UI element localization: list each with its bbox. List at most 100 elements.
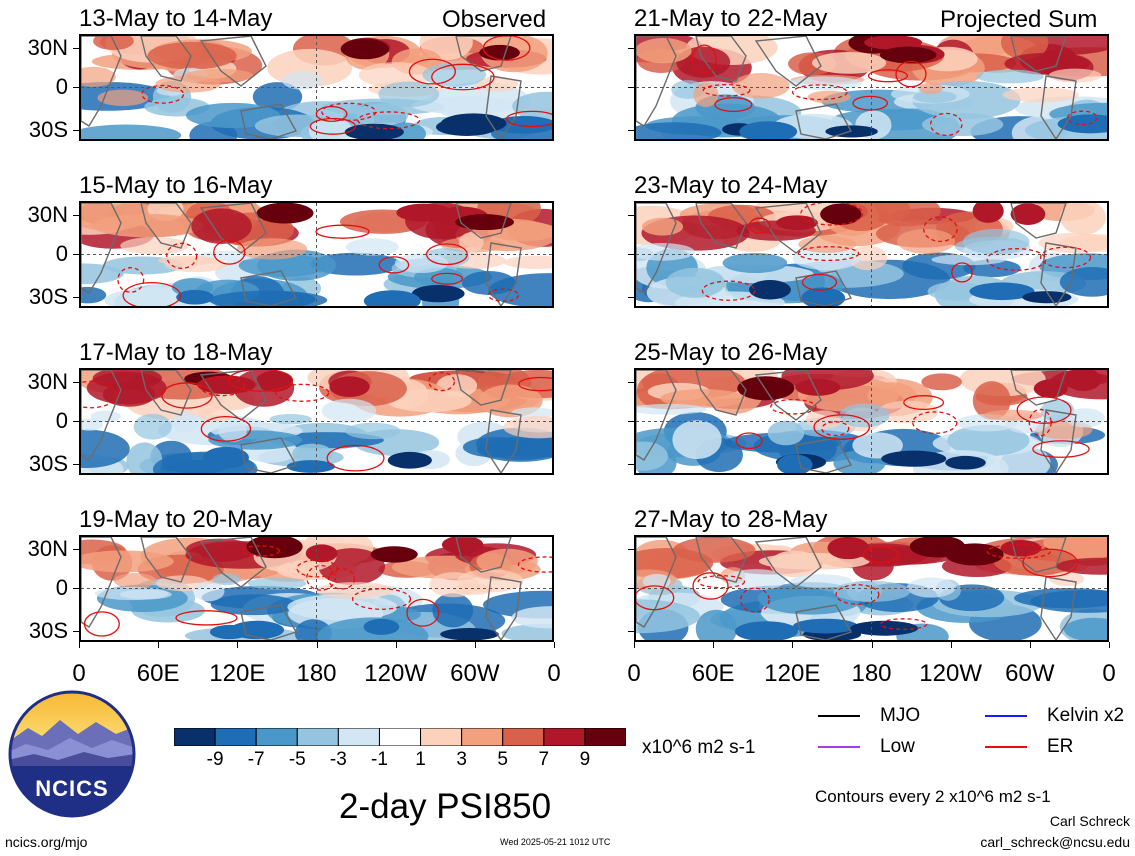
- x-tick-label: 60E: [691, 660, 735, 687]
- y-tick-label: 0: [55, 408, 68, 433]
- y-tick-label: 30N: [27, 35, 68, 60]
- map-panel: [79, 368, 554, 475]
- y-tick: [73, 421, 79, 422]
- y-tick-label: 30S: [28, 618, 68, 643]
- y-tick: [73, 130, 79, 131]
- y-tick: [73, 254, 79, 255]
- x-tick-label: 60W: [450, 660, 500, 687]
- colorbar-swatch: [543, 727, 586, 747]
- y-tick: [73, 48, 79, 49]
- y-tick: [628, 87, 634, 88]
- x-tick: [237, 642, 239, 648]
- colorbar-tick-label: -5: [288, 749, 306, 770]
- x-tick-label: 120W: [364, 660, 428, 687]
- y-tick: [73, 549, 79, 550]
- colorbar-tick-label: 1: [415, 749, 426, 770]
- map-panel: [634, 34, 1109, 141]
- x-tick: [1109, 642, 1110, 648]
- y-tick: [73, 588, 79, 589]
- x-tick: [713, 642, 715, 648]
- observed-label: Observed: [442, 6, 547, 33]
- y-tick: [73, 87, 79, 88]
- panel-title: 25-May to 26-May: [634, 339, 828, 366]
- x-tick-label: 0: [627, 660, 641, 687]
- timestamp: Wed 2025-05-21 1012 UTC: [500, 837, 611, 847]
- y-tick-label: 30N: [27, 369, 68, 394]
- colorbar-tick-label: -1: [371, 749, 388, 770]
- colorbar-swatch: [461, 727, 504, 747]
- x-tick: [871, 642, 873, 648]
- y-tick-label: 30S: [28, 117, 68, 142]
- colorbar-swatch: [214, 727, 257, 747]
- author-name: Carl Schreck: [1049, 813, 1130, 829]
- chart-title: 2-day PSI850: [339, 787, 552, 826]
- x-tick-label: 180: [296, 660, 337, 687]
- x-tick: [474, 642, 476, 648]
- x-tick: [158, 642, 160, 648]
- x-tick-label: 60W: [1005, 660, 1055, 687]
- streamfunction-map: [81, 36, 552, 139]
- colorbar-tick-label: 7: [538, 749, 550, 770]
- colorbar-tick-label: -9: [206, 749, 224, 770]
- legend-label: Low: [880, 736, 915, 757]
- x-tick: [950, 642, 952, 648]
- y-tick-label: 30N: [27, 536, 68, 561]
- y-tick-label: 30N: [27, 202, 68, 227]
- colorbar-swatches: [173, 727, 627, 747]
- panel-title: 23-May to 24-May: [634, 172, 828, 199]
- streamfunction-map: [636, 203, 1107, 306]
- colorbar-tick-label: 5: [497, 749, 509, 770]
- x-tick-label: 120E: [764, 660, 821, 687]
- colorbar-tick-label: -7: [247, 749, 265, 770]
- panel-title: 19-May to 20-May: [79, 506, 273, 533]
- y-tick-label: 0: [55, 74, 68, 99]
- map-panel: [634, 535, 1109, 642]
- colorbar-swatch: [378, 727, 422, 747]
- colorbar-tick-label: 3: [456, 749, 467, 770]
- x-tick-label: 0: [547, 660, 561, 687]
- x-tick: [554, 642, 555, 648]
- colorbar: [173, 727, 627, 751]
- author-email: carl_schreck@ncsu.edu: [980, 834, 1130, 850]
- map-panel: [79, 201, 554, 308]
- x-tick: [1029, 642, 1031, 648]
- ncics-logo: NCICS: [8, 690, 136, 818]
- panel-title: 21-May to 22-May: [634, 5, 828, 32]
- x-tick: [395, 642, 397, 648]
- panel-title: 15-May to 16-May: [79, 172, 273, 199]
- y-tick: [628, 130, 634, 131]
- y-tick: [73, 215, 79, 216]
- x-tick-label: 60E: [136, 660, 180, 687]
- y-tick-label: 30S: [28, 284, 68, 309]
- y-tick: [628, 588, 634, 589]
- y-tick-label: 0: [55, 575, 68, 600]
- colorbar-tick-label: -3: [329, 749, 347, 770]
- colorbar-swatch: [584, 727, 627, 747]
- x-tick-label: 120E: [209, 660, 266, 687]
- legend-line: [818, 715, 860, 717]
- map-panel: [634, 201, 1109, 308]
- x-tick: [634, 642, 635, 648]
- legend-label: Kelvin x2: [1047, 705, 1125, 726]
- y-tick: [73, 382, 79, 383]
- y-tick-label: 30S: [28, 451, 68, 476]
- colorbar-units: x10^6 m2 s-1: [642, 737, 756, 758]
- legend-label: ER: [1047, 736, 1074, 757]
- projected-sum-label: Projected Sum: [940, 6, 1098, 33]
- streamfunction-map: [81, 203, 552, 306]
- contour-note: Contours every 2 x10^6 m2 s-1: [815, 787, 1051, 806]
- y-tick: [628, 297, 634, 298]
- y-tick: [73, 297, 79, 298]
- y-tick: [628, 464, 634, 465]
- legend-line: [818, 746, 860, 748]
- panel-title: 27-May to 28-May: [634, 506, 828, 533]
- colorbar-swatch: [296, 727, 339, 747]
- colorbar-swatch: [337, 727, 380, 747]
- legend-label: MJO: [880, 705, 921, 726]
- y-tick: [628, 421, 634, 422]
- x-tick: [792, 642, 794, 648]
- streamfunction-map: [81, 370, 552, 473]
- x-tick: [316, 642, 318, 648]
- map-panel: [79, 535, 554, 642]
- x-tick-label: 0: [1102, 660, 1116, 687]
